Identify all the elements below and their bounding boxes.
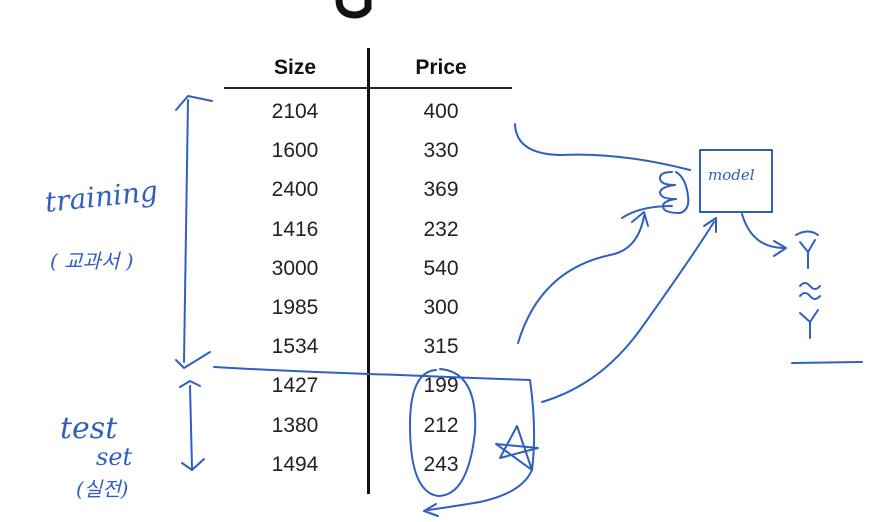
test-note: (실전) bbox=[76, 477, 128, 501]
column-header-price: Price bbox=[415, 56, 467, 79]
price-cell: 212 bbox=[423, 413, 459, 437]
table-row: 1600 330 bbox=[224, 139, 512, 178]
approx-symbol bbox=[799, 282, 821, 300]
test-bracket-arrow bbox=[179, 380, 205, 471]
price-cell: 243 bbox=[423, 452, 459, 476]
table-row: 1985 300 bbox=[224, 296, 512, 335]
price-cell: 232 bbox=[423, 217, 459, 241]
training-curve-arrowhead bbox=[631, 211, 649, 227]
size-cell: 1427 bbox=[271, 374, 319, 398]
size-cell: 1600 bbox=[271, 139, 319, 163]
table-row: 1534 315 bbox=[224, 335, 512, 374]
training-to-model-line bbox=[514, 123, 691, 171]
size-cell: 1416 bbox=[271, 217, 319, 241]
price-cell: 369 bbox=[423, 178, 459, 202]
training-curve-arrow bbox=[517, 215, 645, 344]
price-cell: 400 bbox=[423, 100, 459, 123]
split-line-arrowhead bbox=[423, 503, 439, 517]
size-cell: 1494 bbox=[271, 452, 319, 476]
size-cell: 2104 bbox=[271, 100, 319, 123]
table-row: 1494 243 bbox=[224, 453, 512, 492]
coil-icon bbox=[621, 171, 690, 219]
table-row: 2104 400 bbox=[224, 100, 512, 139]
column-divider bbox=[367, 48, 370, 494]
training-note: ( 교과서 ) bbox=[50, 249, 134, 273]
size-cell: 3000 bbox=[271, 256, 319, 280]
title-fragment bbox=[0, 0, 882, 20]
price-cell: 300 bbox=[423, 295, 459, 319]
test-to-model-arrowhead bbox=[703, 217, 717, 233]
size-cell: 2400 bbox=[271, 178, 319, 202]
y-symbol bbox=[799, 309, 819, 339]
title-fragment-shape bbox=[335, 0, 372, 19]
y-hat-symbol bbox=[795, 230, 819, 269]
underline-mark bbox=[791, 361, 863, 364]
size-cell: 1380 bbox=[271, 413, 319, 437]
table-row: 1380 212 bbox=[224, 414, 512, 453]
output-arrow bbox=[741, 213, 785, 249]
table-row: 3000 540 bbox=[224, 257, 512, 296]
test-to-model-line bbox=[541, 221, 715, 403]
price-cell: 315 bbox=[423, 335, 459, 359]
set-label: set bbox=[96, 443, 133, 471]
test-label: test bbox=[60, 411, 118, 446]
table-body: 2104 400 1600 330 2400 369 1416 232 3000… bbox=[224, 100, 512, 492]
price-cell: 540 bbox=[423, 256, 459, 280]
model-box bbox=[699, 149, 773, 213]
price-cell: 199 bbox=[423, 374, 459, 398]
size-cell: 1534 bbox=[271, 335, 319, 359]
output-arrowhead bbox=[773, 240, 787, 257]
model-label: model bbox=[708, 166, 755, 184]
training-bracket-arrow bbox=[175, 95, 213, 369]
training-label: training bbox=[43, 174, 159, 219]
data-table: Size Price 2104 400 1600 330 2400 369 14… bbox=[224, 48, 512, 496]
table-row: 2400 369 bbox=[224, 178, 512, 217]
column-header-size: Size bbox=[273, 56, 317, 79]
table-row: 1427 199 bbox=[224, 374, 512, 413]
size-cell: 1985 bbox=[271, 295, 319, 319]
price-cell: 330 bbox=[423, 139, 459, 163]
table-row: 1416 232 bbox=[224, 218, 512, 257]
